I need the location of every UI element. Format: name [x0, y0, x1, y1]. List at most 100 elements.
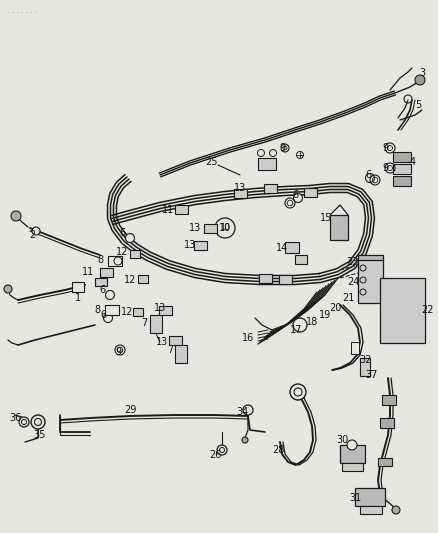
Circle shape	[11, 211, 21, 221]
Bar	[150, 315, 162, 333]
Text: 24: 24	[347, 277, 359, 287]
Text: 20: 20	[329, 303, 341, 313]
Bar	[358, 255, 383, 260]
Circle shape	[19, 417, 29, 427]
Text: 34: 34	[236, 407, 248, 417]
Bar	[259, 274, 272, 283]
Circle shape	[31, 415, 45, 429]
Text: 3: 3	[419, 68, 425, 78]
Text: 22: 22	[422, 305, 434, 315]
Text: 23: 23	[346, 257, 358, 267]
Bar	[393, 152, 411, 162]
Circle shape	[347, 440, 357, 450]
Text: 32: 32	[359, 355, 371, 365]
Bar	[100, 268, 113, 277]
Text: 30: 30	[336, 435, 348, 445]
Text: 15: 15	[320, 213, 332, 223]
Text: 29: 29	[124, 405, 136, 415]
Text: 2: 2	[29, 230, 35, 240]
Text: 18: 18	[306, 317, 318, 327]
Text: 6: 6	[99, 285, 105, 295]
Text: 25: 25	[206, 157, 218, 167]
Text: 8: 8	[97, 255, 103, 265]
Text: 6: 6	[292, 190, 298, 200]
Text: 6: 6	[365, 170, 371, 180]
Text: 6: 6	[119, 228, 125, 238]
Text: 16: 16	[242, 333, 254, 343]
Text: 35: 35	[34, 430, 46, 440]
Bar	[258, 158, 276, 170]
Bar	[130, 250, 140, 258]
Bar	[175, 345, 187, 363]
Bar	[204, 224, 217, 233]
Text: 10: 10	[220, 223, 230, 232]
Circle shape	[215, 218, 235, 238]
Bar	[72, 282, 84, 292]
Text: 31: 31	[349, 493, 361, 503]
Text: 13: 13	[184, 240, 196, 250]
Text: 19: 19	[319, 310, 331, 320]
Text: 11: 11	[162, 205, 174, 215]
Bar	[133, 308, 143, 316]
Circle shape	[392, 506, 400, 514]
Bar	[138, 275, 148, 283]
Circle shape	[290, 384, 306, 400]
Text: 37: 37	[366, 370, 378, 380]
Text: 12: 12	[116, 247, 128, 257]
Circle shape	[103, 313, 113, 322]
Text: 4: 4	[410, 157, 416, 167]
Bar	[380, 418, 394, 428]
Bar	[95, 278, 107, 286]
Text: 1: 1	[75, 293, 81, 303]
Bar	[393, 176, 411, 186]
Bar	[393, 164, 411, 174]
Text: 13: 13	[234, 183, 246, 193]
Text: 26: 26	[209, 450, 221, 460]
Circle shape	[4, 285, 12, 293]
Text: 28: 28	[272, 445, 284, 455]
Bar	[378, 458, 392, 466]
Circle shape	[293, 193, 303, 203]
Bar	[264, 184, 277, 193]
Bar	[285, 242, 299, 253]
Bar	[382, 395, 396, 405]
Bar	[358, 258, 383, 303]
Text: 11: 11	[82, 267, 94, 277]
Circle shape	[293, 318, 307, 332]
Circle shape	[242, 437, 248, 443]
Bar	[108, 256, 122, 266]
Bar	[340, 445, 365, 463]
Bar	[234, 189, 247, 198]
Bar	[342, 463, 363, 471]
Text: 7: 7	[167, 345, 173, 355]
Bar	[194, 241, 207, 250]
Text: 7: 7	[141, 318, 147, 328]
Bar	[304, 188, 317, 197]
Bar	[279, 275, 292, 284]
Bar	[105, 305, 119, 315]
Bar	[355, 488, 385, 506]
Circle shape	[243, 405, 253, 415]
Text: 9: 9	[279, 143, 285, 153]
Text: 12: 12	[124, 275, 136, 285]
Text: 14: 14	[276, 243, 288, 253]
Bar	[295, 255, 307, 264]
Text: 13: 13	[154, 303, 166, 313]
Circle shape	[415, 75, 425, 85]
Bar	[159, 306, 172, 315]
Text: 12: 12	[121, 307, 133, 317]
Text: 8: 8	[94, 305, 100, 315]
Bar	[330, 215, 348, 240]
Text: . . . . . . .: . . . . . . .	[8, 8, 37, 14]
Circle shape	[126, 233, 134, 243]
Text: 9: 9	[382, 143, 388, 153]
Bar	[360, 506, 382, 514]
Text: 21: 21	[342, 293, 354, 303]
Text: 9: 9	[382, 163, 388, 173]
Circle shape	[365, 174, 374, 182]
Bar	[380, 278, 425, 343]
Text: 5: 5	[415, 100, 421, 110]
Text: 10: 10	[219, 223, 231, 233]
Text: 36: 36	[9, 413, 21, 423]
Text: 9: 9	[115, 347, 121, 357]
